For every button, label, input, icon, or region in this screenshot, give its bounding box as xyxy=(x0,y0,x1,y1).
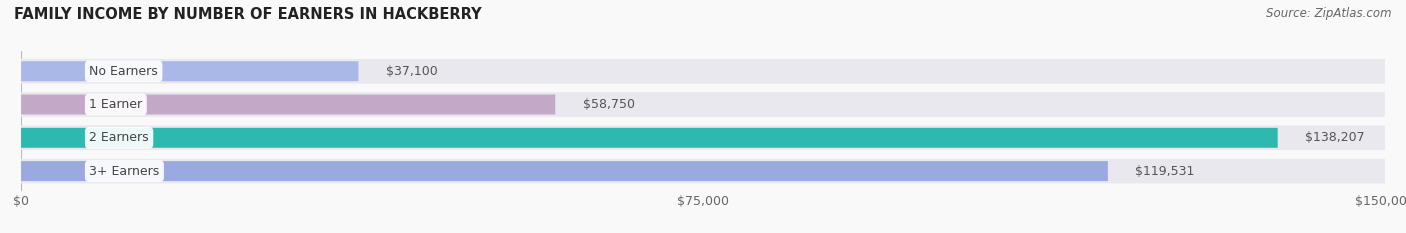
Text: No Earners: No Earners xyxy=(90,65,157,78)
FancyBboxPatch shape xyxy=(21,128,1278,148)
Text: $37,100: $37,100 xyxy=(385,65,437,78)
FancyBboxPatch shape xyxy=(21,159,1385,183)
Text: 2 Earners: 2 Earners xyxy=(90,131,149,144)
FancyBboxPatch shape xyxy=(21,59,1385,84)
Text: 1 Earner: 1 Earner xyxy=(90,98,142,111)
Text: Source: ZipAtlas.com: Source: ZipAtlas.com xyxy=(1267,7,1392,20)
FancyBboxPatch shape xyxy=(21,92,1385,117)
Text: $138,207: $138,207 xyxy=(1305,131,1365,144)
FancyBboxPatch shape xyxy=(21,61,359,81)
FancyBboxPatch shape xyxy=(21,126,1385,150)
FancyBboxPatch shape xyxy=(21,95,555,114)
Text: FAMILY INCOME BY NUMBER OF EARNERS IN HACKBERRY: FAMILY INCOME BY NUMBER OF EARNERS IN HA… xyxy=(14,7,482,22)
FancyBboxPatch shape xyxy=(21,161,1108,181)
Text: 3+ Earners: 3+ Earners xyxy=(90,164,159,178)
Text: $58,750: $58,750 xyxy=(582,98,634,111)
Text: $119,531: $119,531 xyxy=(1135,164,1195,178)
